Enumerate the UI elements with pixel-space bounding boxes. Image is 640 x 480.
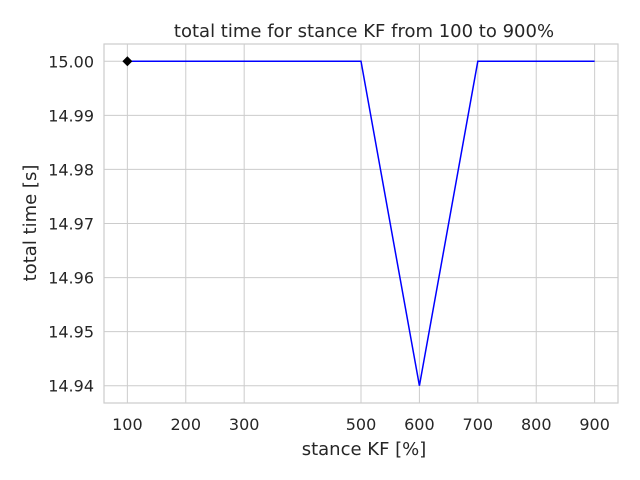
x-tick-label: 300 <box>229 415 260 434</box>
diamond-marker <box>122 56 133 67</box>
plot-frame <box>103 43 619 404</box>
y-tick-label: 14.99 <box>48 106 94 125</box>
x-tick-label: 800 <box>521 415 552 434</box>
x-axis-label: stance KF [%] <box>302 439 427 460</box>
y-tick-label: 14.94 <box>48 377 94 396</box>
x-tick-label: 100 <box>112 415 143 434</box>
y-tick-label: 14.98 <box>48 160 94 179</box>
chart-title: total time for stance KF from 100 to 900… <box>174 21 554 42</box>
series-line <box>127 60 595 386</box>
y-axis-label: total time [s] <box>20 165 41 282</box>
y-tick-label: 14.97 <box>48 215 94 234</box>
x-tick-label: 700 <box>463 415 494 434</box>
series-line-layer <box>127 60 595 386</box>
x-tick-label: 500 <box>346 415 377 434</box>
x-tick-label: 600 <box>404 415 435 434</box>
x-tick-label: 900 <box>579 415 610 434</box>
y-tick-labels: 14.94 14.95 14.96 14.97 14.98 14.99 15.00 <box>48 52 94 395</box>
y-tick-label: 14.96 <box>48 269 94 288</box>
marker-layer <box>122 56 133 67</box>
x-tick-label: 200 <box>170 415 201 434</box>
y-tick-label: 15.00 <box>48 52 94 71</box>
x-tick-labels: 100 200 300 500 600 700 800 900 <box>112 415 610 434</box>
y-tick-label: 14.95 <box>48 323 94 342</box>
grid <box>104 44 618 403</box>
